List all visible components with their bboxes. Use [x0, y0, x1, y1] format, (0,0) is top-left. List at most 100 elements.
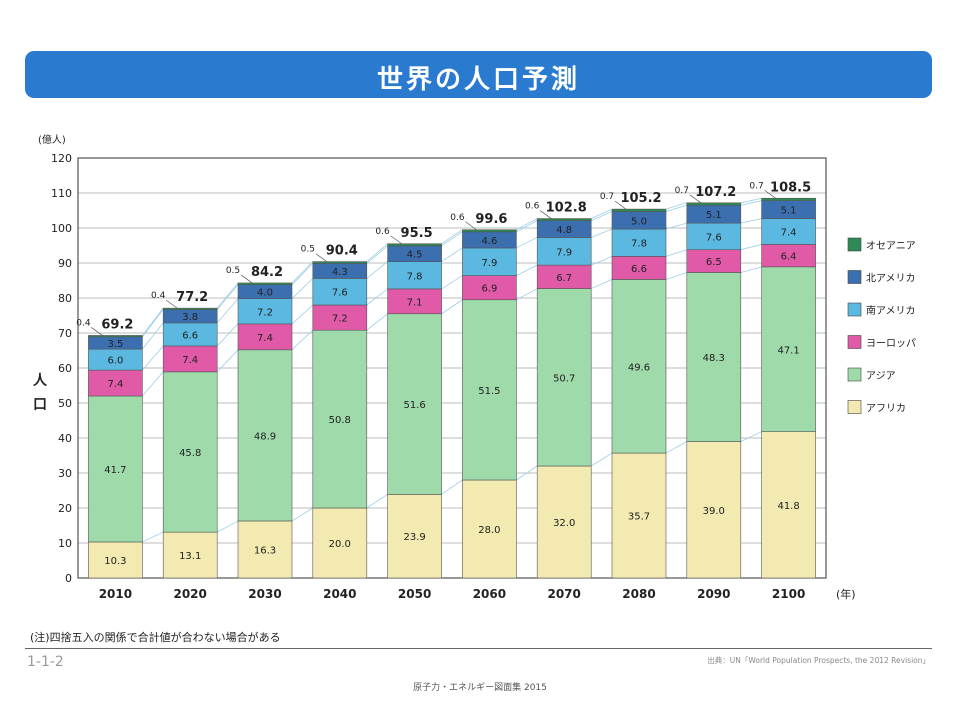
- bar-segment: [536, 218, 592, 221]
- bar-segment: [237, 349, 293, 522]
- connector-line: [441, 479, 463, 495]
- data-label: 3.5: [107, 339, 123, 350]
- data-label: 49.6: [628, 362, 650, 373]
- connector-line: [216, 323, 239, 347]
- bar-segment: [611, 208, 667, 212]
- bar-segment: [312, 261, 368, 264]
- oceania-leader: [91, 327, 103, 336]
- oceania-leader: [689, 194, 702, 204]
- data-label: 23.9: [403, 532, 425, 543]
- bar-segment: [761, 197, 816, 201]
- data-label: 7.4: [781, 228, 797, 239]
- bar-segment: [88, 395, 143, 543]
- connector-line: [366, 288, 388, 306]
- legend-label: オセアニア: [866, 240, 916, 252]
- data-label: 13.1: [179, 551, 201, 562]
- data-label: 48.3: [703, 353, 725, 364]
- connector-line: [591, 211, 613, 222]
- bar-segment: [462, 299, 517, 481]
- y-axis-label: 人: [33, 372, 48, 389]
- oceania-label: 0.6: [525, 202, 540, 212]
- connector-line: [441, 231, 463, 247]
- bar-segment: [761, 431, 816, 579]
- data-label: 16.3: [254, 545, 276, 556]
- bar-segment: [387, 494, 442, 579]
- bar-segment: [162, 345, 218, 373]
- data-label: 7.1: [407, 297, 423, 308]
- data-label: 6.4: [781, 252, 797, 263]
- data-label: 6.6: [631, 264, 647, 275]
- legend-swatch: [847, 400, 862, 414]
- connector-line: [142, 322, 164, 350]
- connector-line: [366, 494, 388, 509]
- connector-line: [216, 284, 239, 310]
- bar-segment: [462, 479, 517, 579]
- legend-swatch: [847, 237, 862, 252]
- data-label: 5.0: [631, 216, 647, 227]
- legend-swatch: [847, 335, 862, 349]
- x-tick-label: 2070: [547, 587, 580, 601]
- bar-segment: [237, 282, 293, 286]
- connector-line: [591, 255, 613, 266]
- connector-line: [516, 218, 538, 231]
- x-unit-label: (年): [836, 587, 856, 601]
- connector-line: [142, 345, 164, 371]
- y-tick-label: 70: [58, 327, 72, 340]
- oceania-label: 0.6: [450, 213, 465, 223]
- footer: 原子力・エネルギー図面集 2015: [413, 683, 547, 693]
- connector-line: [740, 218, 762, 224]
- connector-line: [516, 465, 538, 481]
- data-label: 39.0: [703, 506, 725, 517]
- total-label: 99.6: [475, 212, 507, 227]
- data-label: 7.4: [107, 379, 123, 390]
- data-label: 50.7: [553, 373, 575, 384]
- legend-label: アジア: [866, 371, 896, 382]
- connector-line: [665, 204, 687, 212]
- bar-segment: [162, 307, 218, 310]
- y-unit-label: (億人): [38, 133, 66, 146]
- data-label: 6.0: [107, 356, 123, 367]
- total-label: 77.2: [176, 290, 208, 305]
- data-label: 7.4: [257, 333, 273, 344]
- oceania-leader: [465, 221, 477, 231]
- connector-line: [665, 202, 687, 210]
- connector-line: [291, 329, 314, 351]
- oceania-label: 0.6: [375, 227, 390, 237]
- connector-line: [516, 264, 538, 276]
- x-tick-label: 2090: [697, 587, 730, 601]
- connector-line: [366, 245, 388, 264]
- bar-segment: [237, 520, 293, 579]
- x-tick-label: 2030: [248, 587, 281, 601]
- bar-segment: [462, 275, 517, 301]
- bar-segment: [611, 228, 667, 257]
- bar-segment: [686, 222, 742, 251]
- connector-line: [665, 272, 687, 280]
- connector-line: [366, 261, 388, 279]
- data-label: 4.6: [481, 236, 497, 247]
- oceania-leader: [315, 253, 328, 262]
- data-label: 4.5: [407, 250, 423, 261]
- data-label: 48.9: [254, 431, 276, 442]
- oceania-leader: [390, 235, 402, 245]
- bar-segment: [237, 298, 293, 325]
- data-label: 4.8: [556, 225, 572, 236]
- data-label: 7.9: [556, 247, 572, 258]
- total-label: 107.2: [695, 185, 736, 200]
- y-tick-label: 40: [58, 432, 72, 445]
- data-label: 7.6: [332, 288, 348, 299]
- bar-segment: [686, 272, 742, 442]
- legend-label: アフリカ: [866, 403, 906, 415]
- bar-segment: [611, 452, 667, 579]
- y-tick-label: 110: [51, 187, 72, 200]
- bar-segment: [536, 288, 592, 467]
- total-label: 105.2: [620, 191, 661, 206]
- connector-line: [216, 298, 239, 324]
- divider: [25, 648, 932, 649]
- x-tick-label: 2020: [173, 587, 206, 601]
- data-label: 7.2: [332, 314, 348, 325]
- data-label: 20.0: [329, 539, 351, 550]
- connector-line: [216, 349, 239, 373]
- connector-line: [217, 520, 239, 533]
- total-label: 102.8: [546, 201, 587, 216]
